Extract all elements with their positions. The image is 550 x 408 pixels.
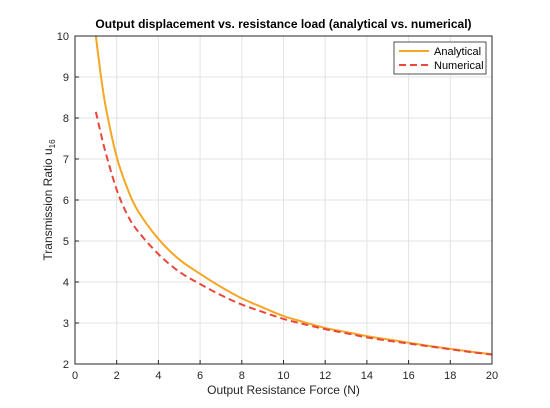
x-tick-label: 16 xyxy=(402,370,414,382)
series-layer xyxy=(94,35,493,356)
legend: Analytical Numerical xyxy=(393,41,487,75)
y-tick-label: 6 xyxy=(63,195,69,207)
legend-label-analytical: Analytical xyxy=(434,46,481,58)
y-tick-label: 9 xyxy=(63,72,69,84)
y-axis-label-main: Transmission Ratio u xyxy=(41,148,55,260)
y-tick-label: 10 xyxy=(57,31,69,43)
x-tick-label: 6 xyxy=(197,370,203,382)
x-tick-label: 10 xyxy=(277,370,289,382)
x-tick-label: 18 xyxy=(444,370,456,382)
y-axis-label-subscript: 16 xyxy=(48,139,57,148)
y-axis-ticks: 2 3 4 5 6 7 8 9 10 xyxy=(57,31,79,371)
x-tick-label: 0 xyxy=(72,370,78,382)
x-axis-ticks: 0 2 4 6 8 10 12 14 16 18 20 xyxy=(72,360,498,382)
chart-title: Output displacement vs. resistance load … xyxy=(95,17,471,31)
y-tick-label: 7 xyxy=(63,154,69,166)
y-tick-label: 4 xyxy=(63,277,69,289)
y-axis-label: Transmission Ratio u16 xyxy=(41,139,57,261)
y-tick-label: 5 xyxy=(63,236,69,248)
legend-box xyxy=(393,41,487,75)
x-tick-label: 2 xyxy=(114,370,120,382)
series-line-numerical xyxy=(94,111,493,356)
legend-label-numerical: Numerical xyxy=(434,60,484,72)
y-tick-label: 2 xyxy=(63,359,69,371)
y-tick-label: 3 xyxy=(63,318,69,330)
x-axis-label: Output Resistance Force (N) xyxy=(207,383,360,397)
x-tick-label: 8 xyxy=(239,370,245,382)
x-tick-label: 12 xyxy=(319,370,331,382)
x-tick-label: 14 xyxy=(361,370,373,382)
x-tick-label: 20 xyxy=(486,370,498,382)
x-tick-label: 4 xyxy=(155,370,161,382)
y-tick-label: 8 xyxy=(63,113,69,125)
